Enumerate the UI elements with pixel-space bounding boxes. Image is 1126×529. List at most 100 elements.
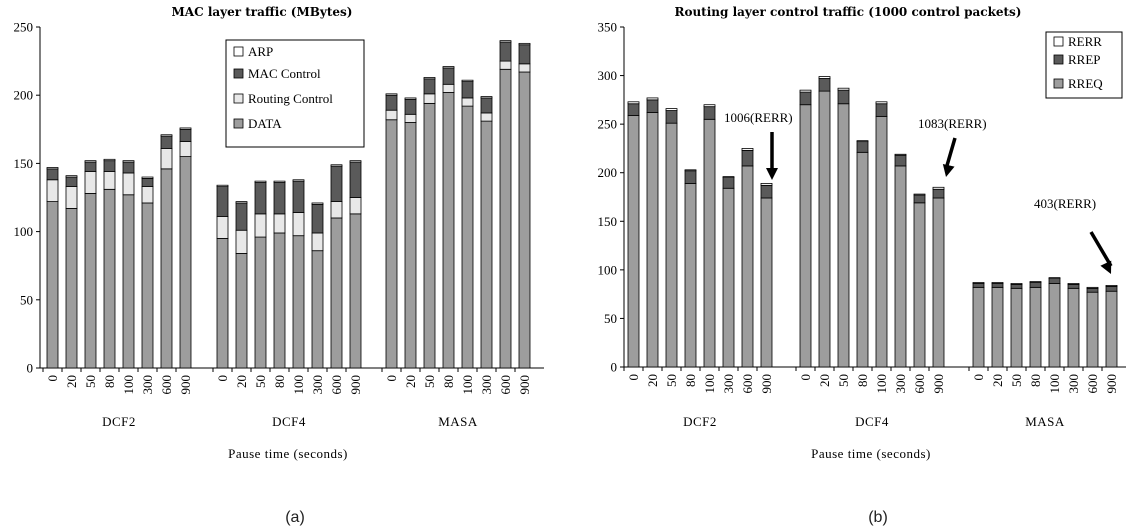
bar-segment-data — [254, 236, 267, 369]
bar-segment-mac-control — [292, 180, 305, 213]
y-tick-label: 0 — [27, 361, 34, 376]
x-tick-label: 100 — [874, 374, 889, 394]
y-tick-label: 350 — [598, 20, 618, 35]
bar-segment-rrep — [972, 283, 985, 288]
bar-segment-rreq — [1067, 287, 1080, 368]
bar-segment-mac-control — [254, 182, 267, 215]
bar-segment-arp — [46, 167, 59, 170]
bar-segment-routing-control — [442, 83, 455, 93]
bar-segment-routing-control — [216, 216, 229, 239]
bar-segment-data — [65, 208, 78, 369]
x-tick-label: 80 — [683, 374, 698, 387]
legend-label: RREQ — [1068, 76, 1103, 91]
x-tick-label: 900 — [178, 375, 193, 395]
x-tick-label: 80 — [855, 374, 870, 387]
x-tick-label: 80 — [1028, 374, 1043, 387]
bar-segment-arp — [179, 127, 192, 130]
bar-segment-data — [141, 202, 154, 369]
bar-segment-rerr — [875, 101, 888, 105]
annotation-arrow — [944, 137, 957, 170]
bar-segment-routing-control — [311, 232, 324, 252]
annotation-label: 403(RERR) — [1034, 196, 1096, 211]
bar-segment-mac-control — [311, 203, 324, 234]
bar-segment-rerr — [722, 176, 735, 178]
bar-segment-rrep — [991, 283, 1004, 288]
x-tick-label: 600 — [159, 375, 174, 395]
bar-segment-arp — [423, 77, 436, 80]
group-label: DCF4 — [272, 414, 306, 429]
y-tick-label: 150 — [14, 156, 34, 171]
bar-segment-rerr — [991, 282, 1004, 284]
bar-segment-arp — [518, 42, 531, 46]
bar-segment-routing-control — [385, 109, 398, 121]
legend-label: ARP — [248, 44, 273, 59]
chart-title: Routing layer control traffic (1000 cont… — [674, 5, 1021, 19]
bar-segment-rreq — [1010, 287, 1023, 368]
chart-title: MAC layer traffic (MBytes) — [172, 5, 353, 19]
x-tick-label: 50 — [836, 374, 851, 387]
x-tick-label: 0 — [215, 375, 230, 382]
bar-segment-rrep — [703, 106, 716, 120]
group-label: DCF2 — [102, 414, 136, 429]
bar-segment-rreq — [818, 90, 831, 368]
x-tick-label: 0 — [798, 374, 813, 381]
x-axis-label: Pause time (seconds) — [811, 446, 931, 461]
bar-segment-arp — [292, 179, 305, 182]
x-tick-label: 900 — [1104, 374, 1119, 394]
y-tick-label: 250 — [14, 20, 34, 35]
bar-segment-data — [404, 122, 417, 369]
bar-segment-data — [349, 213, 362, 369]
legend: ARP MAC Control Routing Control DATA — [225, 39, 365, 148]
annotation-arrow — [1089, 231, 1113, 267]
x-tick-label: 100 — [121, 375, 136, 395]
bar-segment-rerr — [741, 148, 754, 151]
bar-segment-data — [311, 250, 324, 369]
bar-segment-arp — [404, 97, 417, 100]
bar-segment-rreq — [1105, 290, 1118, 368]
bar-segment-rrep — [665, 110, 678, 124]
x-tick-label: 20 — [64, 375, 79, 388]
bar-segment-rrep — [799, 91, 812, 106]
x-tick-label: 100 — [702, 374, 717, 394]
bar-segment-rerr — [932, 186, 945, 190]
bar-segment-rerr — [818, 76, 831, 79]
bar-segment-rrep — [1048, 278, 1061, 284]
bar-segment-arp — [442, 66, 455, 69]
bar-segment-mac-control — [499, 41, 512, 62]
figure-caption: (b) — [868, 509, 888, 526]
bar-segment-mac-control — [103, 160, 116, 172]
bar-segment-rreq — [875, 115, 888, 368]
x-tick-label: 20 — [645, 374, 660, 387]
bar-segment-arp — [103, 158, 116, 162]
bar-segment-rrep — [1067, 284, 1080, 289]
bar-segment-rreq — [722, 187, 735, 368]
bar-segment-data — [330, 217, 343, 369]
x-tick-label: 20 — [817, 374, 832, 387]
bar-segment-arp — [273, 180, 286, 183]
bar-segment-rrep — [646, 99, 659, 113]
bar-segment-rerr — [760, 182, 773, 186]
x-tick-label: 50 — [664, 374, 679, 387]
bar-segment-rreq — [627, 115, 640, 368]
bar-segment-rreq — [703, 118, 716, 368]
bar-segment-data — [84, 193, 97, 369]
bar-segment-data — [235, 253, 248, 369]
bar-segment-rreq — [991, 286, 1004, 368]
y-tick-label: 150 — [598, 214, 618, 229]
bar-segment-mac-control — [404, 98, 417, 115]
bar-segment-rrep — [722, 177, 735, 189]
bar-segment-routing-control — [179, 141, 192, 157]
bar-segment-rrep — [1010, 284, 1023, 289]
x-tick-label: 80 — [441, 375, 456, 388]
bar-segment-data — [461, 105, 474, 369]
bar-segment-data — [442, 92, 455, 369]
legend-swatch — [233, 46, 244, 57]
bar-segment-rrep — [1086, 287, 1099, 293]
legend-label: DATA — [248, 116, 282, 131]
bar-segment-arp — [461, 79, 474, 82]
bar-segment-routing-control — [349, 197, 362, 215]
bar-segment-rerr — [972, 282, 985, 284]
bar-segment-mac-control — [330, 165, 343, 202]
bar-segment-rreq — [1029, 286, 1042, 368]
